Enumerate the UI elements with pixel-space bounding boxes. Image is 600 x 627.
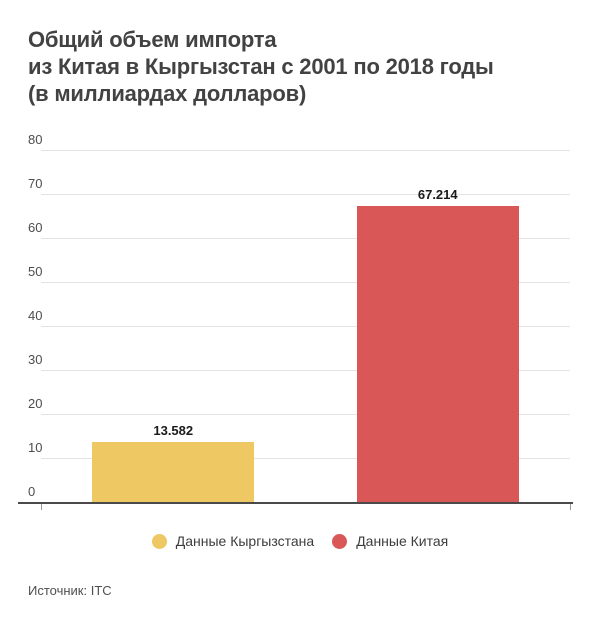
bar-value-label-kyrgyzstan: 13.582 bbox=[153, 423, 194, 439]
y-tick-label-30: 30 bbox=[28, 352, 43, 367]
y-gridline-80 bbox=[41, 150, 570, 151]
y-gridline-40 bbox=[41, 326, 570, 327]
x-axis-baseline bbox=[18, 502, 573, 504]
bar-kyrgyzstan bbox=[92, 442, 255, 502]
bar-value-label-china: 67.214 bbox=[417, 187, 458, 203]
legend-item-china: Данные Китая bbox=[332, 533, 448, 549]
y-gridline-30 bbox=[41, 370, 570, 371]
y-gridline-10 bbox=[41, 458, 570, 459]
y-tick-label-70: 70 bbox=[28, 176, 43, 191]
bar-china bbox=[356, 206, 519, 502]
y-gridline-20 bbox=[41, 414, 570, 415]
y-tick-label-20: 20 bbox=[28, 396, 43, 411]
y-tick-label-10: 10 bbox=[28, 440, 43, 455]
x-axis-end-tick-left bbox=[41, 504, 42, 510]
legend-label: Данные Китая bbox=[356, 533, 449, 549]
chart-title-line-2: из Китая в Кыргызстан с 2001 по 2018 год… bbox=[28, 54, 494, 79]
legend-swatch-icon bbox=[151, 533, 167, 549]
y-tick-label-50: 50 bbox=[28, 264, 43, 279]
y-tick-label-0: 0 bbox=[28, 484, 36, 499]
chart-title-line-3: (в миллиардах долларов) bbox=[28, 81, 307, 106]
y-gridline-60 bbox=[41, 238, 570, 239]
chart-title-line-1: Общий объем импорта bbox=[28, 27, 277, 52]
legend-swatch-icon bbox=[332, 533, 348, 549]
y-tick-label-60: 60 bbox=[28, 220, 43, 235]
chart-legend: Данные Кыргызстана Данные Китая bbox=[0, 533, 600, 549]
y-tick-label-40: 40 bbox=[28, 308, 43, 323]
legend-item-kyrgyzstan: Данные Кыргызстана bbox=[151, 533, 315, 549]
x-axis-end-tick-right bbox=[570, 504, 571, 510]
y-gridline-50 bbox=[41, 282, 570, 283]
source-note: Источник: ITC bbox=[28, 583, 112, 598]
legend-label: Данные Кыргызстана bbox=[175, 533, 315, 549]
y-gridline-70 bbox=[41, 194, 570, 195]
chart-title: Общий объем импорта из Китая в Кыргызста… bbox=[28, 26, 584, 107]
y-tick-label-80: 80 bbox=[28, 132, 43, 147]
